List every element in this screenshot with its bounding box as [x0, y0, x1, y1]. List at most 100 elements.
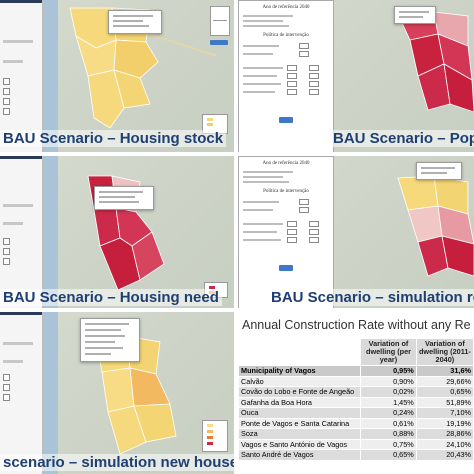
row-per-year: 0,95%	[360, 365, 417, 377]
form-input[interactable]	[309, 81, 319, 87]
table-row: Gafanha da Boa Hora 1,45% 51,89%	[237, 396, 474, 409]
popup-line	[85, 323, 129, 325]
parish-polygon	[113, 39, 159, 79]
sidebar-row	[3, 222, 23, 225]
form-input[interactable]	[287, 237, 297, 243]
construction-rate-table: Variation of dwelling (per year) Variati…	[237, 337, 474, 461]
sidebar-row	[3, 342, 33, 345]
form-input[interactable]	[309, 237, 319, 243]
table-row: Ouca 0,24% 7,10%	[237, 407, 474, 419]
sidebar-row	[3, 360, 23, 363]
table-row: Vagos e Santo António de Vagos 0,75% 24,10…	[237, 438, 474, 451]
popup-line	[421, 172, 447, 174]
panel-caption: scenario – simulation new houses	[0, 454, 234, 471]
parish-map[interactable]	[238, 156, 474, 308]
form-input[interactable]	[309, 89, 319, 95]
popup-line	[399, 11, 429, 13]
zoom-control[interactable]	[210, 6, 230, 36]
checkbox[interactable]	[3, 258, 10, 265]
form-input[interactable]	[287, 73, 297, 79]
table-row: Covão do Lobo e Fonte de Angeão 0,02% 0,65…	[237, 386, 474, 398]
popup-line	[399, 16, 423, 18]
sidebar-row	[3, 60, 23, 63]
form-row	[243, 181, 289, 183]
legend-swatch	[207, 123, 213, 126]
form-input[interactable]	[287, 89, 297, 95]
table-row: Municipality of Vagos 0,95% 31,6%	[237, 365, 474, 377]
row-total: 0,65%	[415, 386, 474, 398]
form-input[interactable]	[287, 229, 297, 235]
panel-caption: BAU Scenario – Population	[330, 130, 474, 147]
row-per-year: 0,65%	[360, 449, 417, 461]
form-row	[243, 15, 293, 17]
popup-line	[99, 191, 143, 193]
form-input[interactable]	[309, 229, 319, 235]
parish-polygon	[113, 69, 151, 109]
row-name: Gafanha da Boa Hora	[237, 396, 362, 409]
parish-polygon	[129, 367, 171, 407]
form-row	[243, 75, 277, 77]
popup-line	[99, 196, 135, 198]
checkbox[interactable]	[3, 394, 10, 401]
popup-line	[421, 167, 455, 169]
apply-button[interactable]	[210, 40, 228, 45]
header-cell	[237, 337, 362, 367]
legend-swatch	[207, 118, 213, 121]
sidebar-header	[0, 156, 42, 159]
row-total: 20,43%	[415, 449, 474, 461]
form-title: Ano de referência 2040	[262, 161, 310, 166]
legend-swatch	[209, 286, 215, 289]
checkbox[interactable]	[3, 384, 10, 391]
parish-map[interactable]	[0, 312, 234, 474]
form-input[interactable]	[299, 43, 309, 49]
map-panel-housing-stock: BAU Scenario – Housing stock	[0, 0, 234, 152]
row-total: 7,10%	[415, 407, 474, 419]
popup-line	[113, 25, 149, 27]
table-row: Calvão 0,90% 29,66%	[237, 375, 474, 388]
submit-button[interactable]	[279, 265, 293, 271]
form-row	[243, 209, 273, 211]
popup-line	[85, 341, 115, 343]
form-input[interactable]	[299, 207, 309, 213]
checkbox[interactable]	[3, 238, 10, 245]
panel-caption: BAU Scenario – simulation reabili	[268, 289, 474, 306]
legend	[202, 420, 228, 452]
checkbox[interactable]	[3, 78, 10, 85]
checkbox[interactable]	[3, 248, 10, 255]
parish-map[interactable]	[0, 0, 234, 152]
checkbox[interactable]	[3, 98, 10, 105]
checkbox[interactable]	[3, 108, 10, 115]
submit-button[interactable]	[279, 117, 293, 123]
form-row	[243, 231, 277, 233]
form-row	[243, 67, 283, 69]
policy-form: Ano de referência 2040 Política de inter…	[238, 0, 334, 152]
panel-caption: BAU Scenario – Housing need	[0, 289, 222, 306]
row-name: Municipality of Vagos	[237, 365, 362, 377]
form-input[interactable]	[299, 51, 309, 57]
form-input[interactable]	[287, 65, 297, 71]
row-total: 28,86%	[415, 428, 474, 440]
form-input[interactable]	[299, 199, 309, 205]
form-input[interactable]	[309, 65, 319, 71]
form-input[interactable]	[287, 81, 297, 87]
form-subtitle: Política de intervenção	[263, 189, 309, 194]
parish-polygon	[407, 205, 443, 243]
form-input[interactable]	[309, 221, 319, 227]
table-row: Soza 0,88% 28,86%	[237, 428, 474, 440]
form-input[interactable]	[287, 221, 297, 227]
parish-polygon	[441, 235, 474, 277]
map-sea	[40, 156, 58, 308]
row-name: Santo André de Vagos	[237, 449, 362, 461]
checkbox[interactable]	[3, 374, 10, 381]
row-name: Covão do Lobo e Fonte de Angeão	[237, 386, 362, 398]
popup-line	[85, 353, 111, 355]
parish-polygon	[131, 231, 165, 281]
policy-form: Ano de referência 2040 Política de inter…	[238, 156, 334, 308]
form-input[interactable]	[309, 73, 319, 79]
info-popup	[80, 318, 140, 362]
form-row	[243, 25, 289, 27]
map-sea	[40, 0, 58, 152]
form-row	[243, 45, 279, 47]
info-popup	[94, 186, 154, 210]
checkbox[interactable]	[3, 88, 10, 95]
